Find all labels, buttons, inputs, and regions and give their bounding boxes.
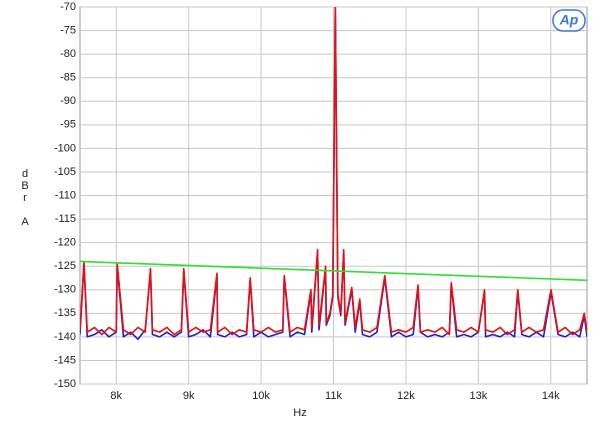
- y-tick-label: -80: [60, 48, 76, 60]
- trace: [80, 260, 587, 282]
- trace: [80, 7, 587, 336]
- y-tick-label: -105: [54, 166, 76, 178]
- traces: [80, 7, 587, 341]
- y-tick-label: -135: [54, 307, 76, 319]
- y-tick-label: -110: [55, 189, 76, 201]
- y-axis-label: dBr A: [19, 168, 31, 228]
- y-tick-label: -70: [60, 1, 76, 13]
- x-tick-label: 8k: [110, 390, 122, 402]
- y-tick-label: -90: [60, 95, 76, 107]
- x-tick-label: 10k: [252, 390, 270, 402]
- y-tick-label: -85: [60, 72, 76, 84]
- y-tick-label: -100: [54, 142, 76, 154]
- logo-frame: [552, 9, 586, 32]
- x-axis-label: Hz: [293, 407, 306, 419]
- logo: Ap: [559, 12, 579, 28]
- x-tick-label: 13k: [469, 390, 487, 402]
- y-tick-label: -150: [54, 378, 76, 390]
- x-tick-label: 14k: [542, 390, 560, 402]
- y-tick-label: -140: [54, 331, 76, 343]
- y-tick-label: -145: [54, 354, 76, 366]
- x-tick-label: 11k: [325, 390, 342, 402]
- y-tick-label: -75: [60, 24, 76, 36]
- y-tick-label: -95: [60, 119, 76, 131]
- x-tick-label: 12k: [397, 390, 415, 402]
- y-tick-label: -125: [54, 260, 76, 272]
- y-tick-label: -120: [54, 237, 76, 249]
- y-tick-label: -130: [54, 284, 76, 296]
- y-tick-label: -115: [55, 213, 76, 225]
- x-tick-label: 9k: [183, 390, 195, 402]
